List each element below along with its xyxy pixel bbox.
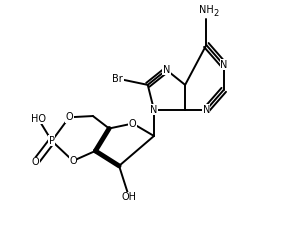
Text: O: O	[32, 157, 40, 167]
Text: O: O	[65, 112, 73, 122]
Text: O: O	[69, 156, 77, 166]
Text: NH: NH	[199, 5, 214, 15]
Text: 2: 2	[213, 9, 218, 18]
Text: OH: OH	[122, 192, 137, 202]
Text: N: N	[163, 65, 170, 75]
Text: HO: HO	[30, 113, 46, 123]
Text: P: P	[49, 136, 55, 146]
Text: O: O	[129, 118, 137, 129]
Text: N: N	[203, 105, 210, 115]
Text: Br: Br	[113, 74, 123, 84]
Text: N: N	[220, 60, 227, 70]
Text: N: N	[150, 105, 158, 115]
